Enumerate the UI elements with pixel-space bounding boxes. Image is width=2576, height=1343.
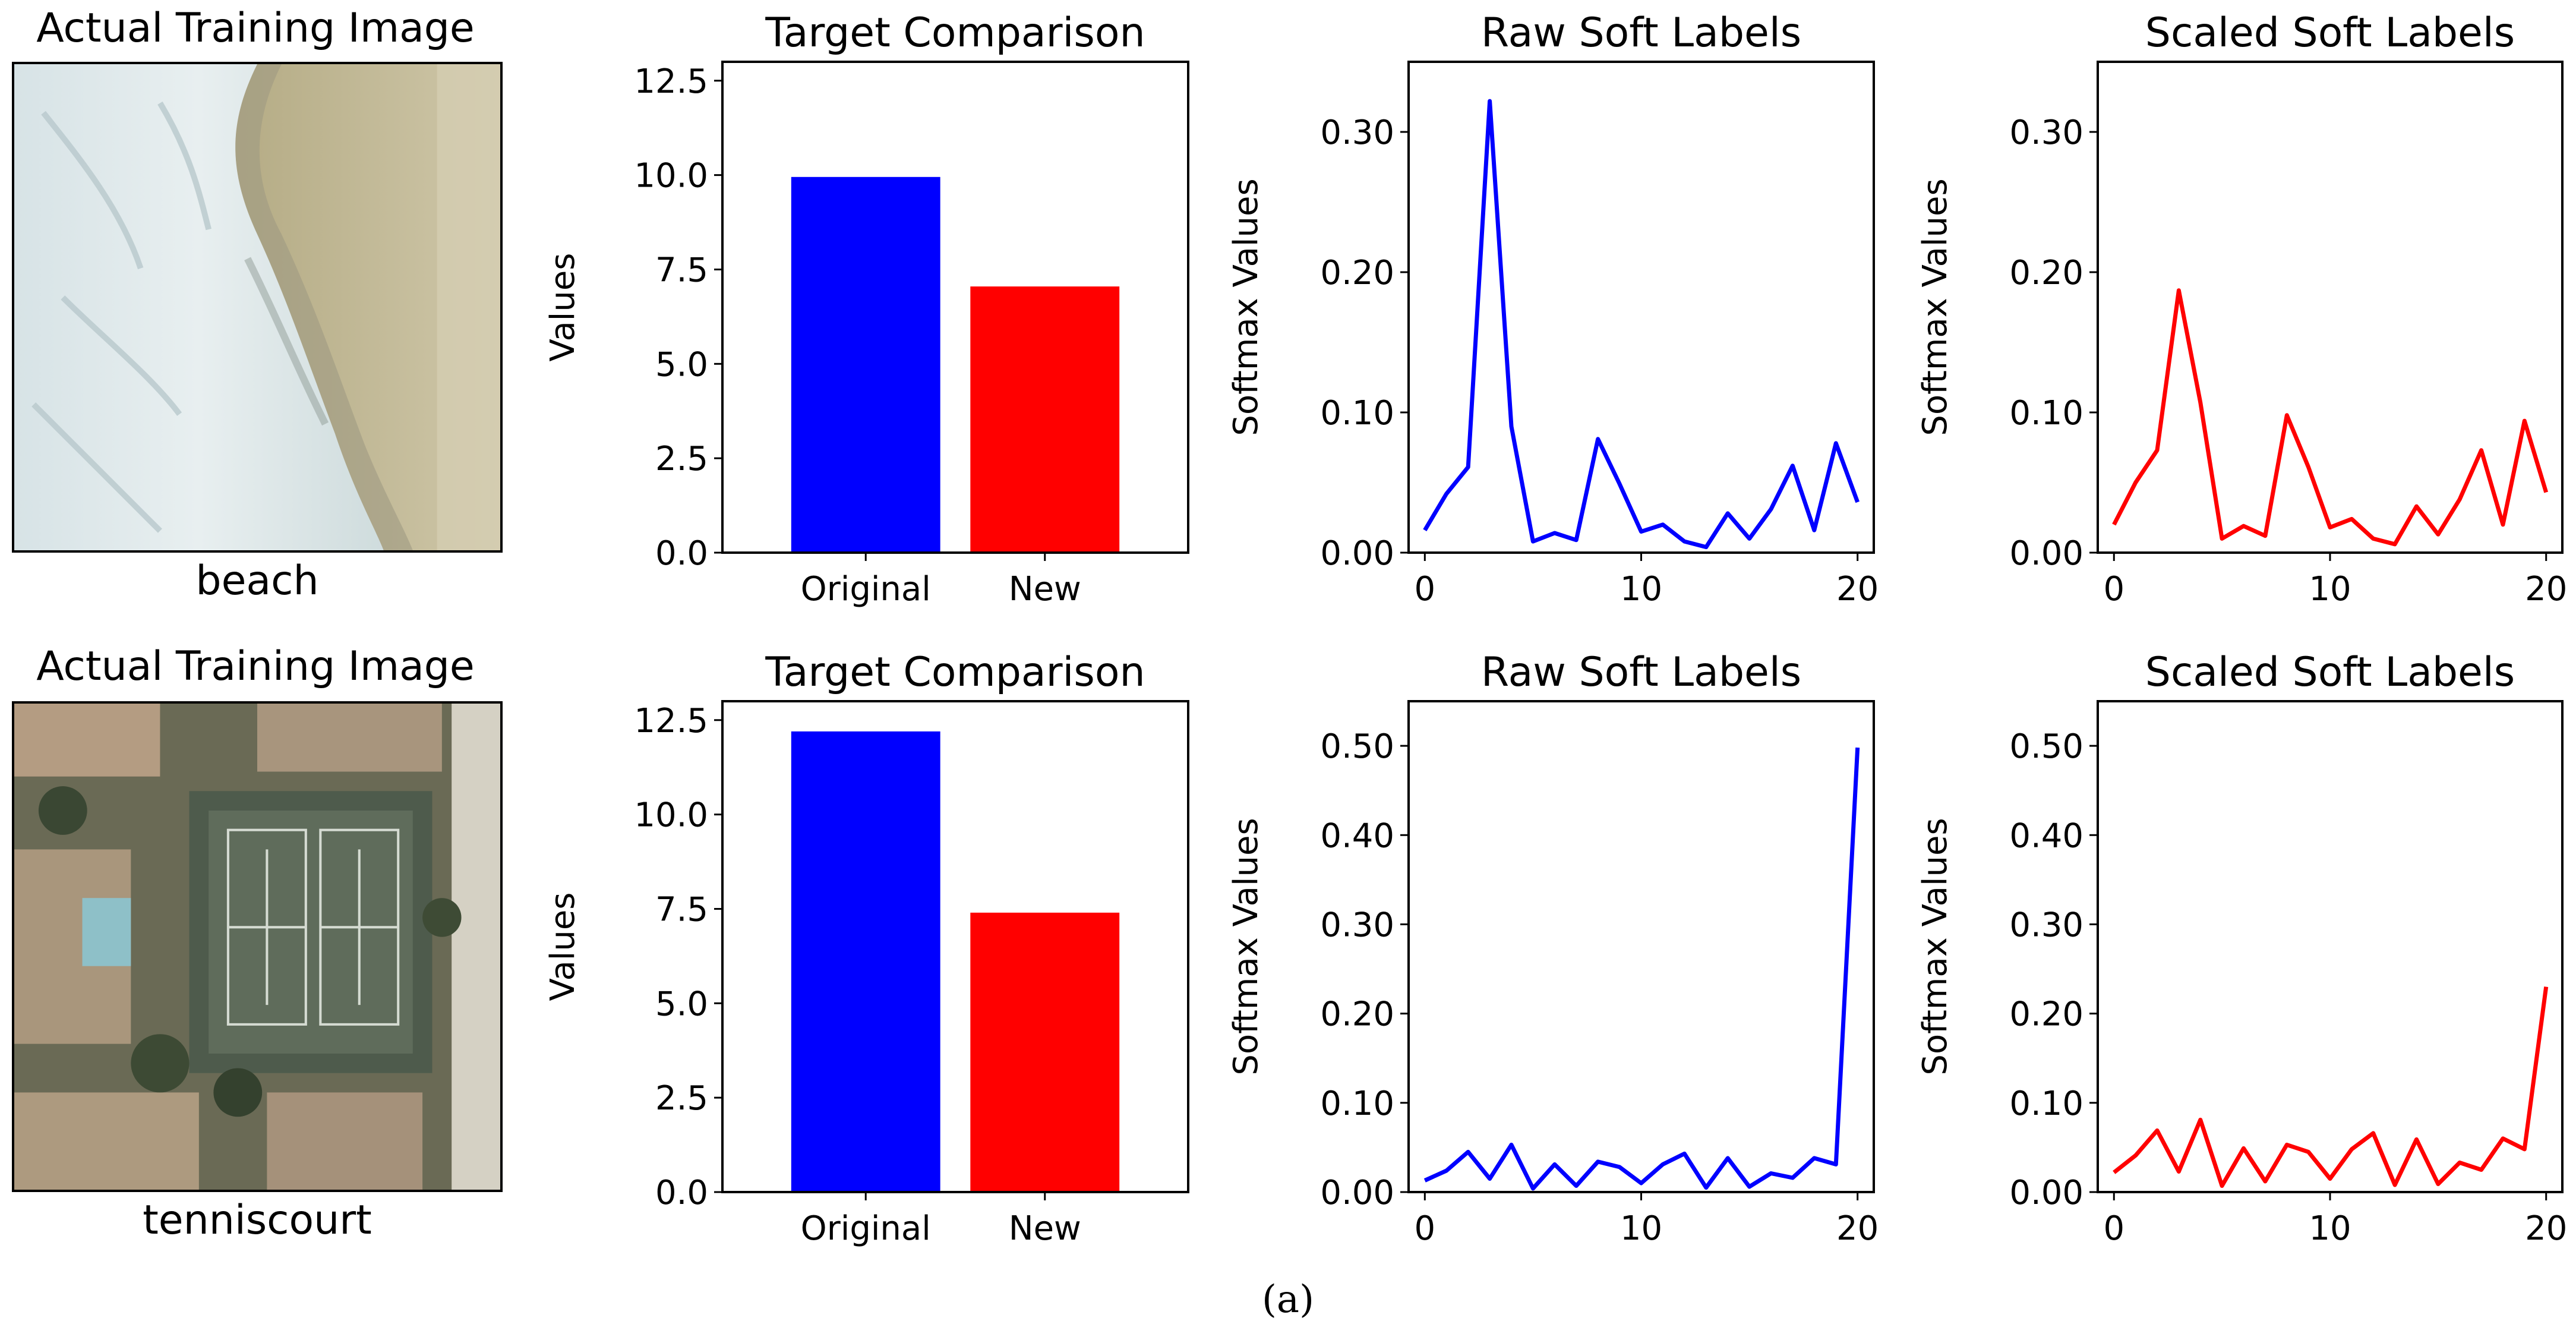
x-tick-label: 10 [1620,570,1662,609]
y-tick-label: 0.30 [1320,906,1394,944]
y-axis-label: Softmax Values [1916,178,1955,436]
y-tick-label: 10.0 [634,796,708,835]
y-tick-label: 7.5 [655,251,708,289]
chart-title: Scaled Soft Labels [2145,649,2515,696]
bar-new [970,912,1120,1192]
chart-1-bar: Target Comparison Values 0.0 2.5 5.0 7.5 10.0 1… [544,10,1189,609]
y-tick-label: 0.30 [2009,906,2083,944]
y-tick-label: 0.10 [2009,394,2083,433]
series-line-raw [1423,747,1860,1191]
y-tick-label: 0.20 [2009,254,2083,292]
y-tick-label: 0.10 [1320,394,1394,433]
tenniscourt-aerial-image [14,704,500,1190]
x-tick-label: 20 [2525,1209,2567,1248]
y-axis-label: Softmax Values [1227,818,1265,1075]
image-title-row-2: Actual Training Image [36,643,475,690]
bar-new [970,286,1120,553]
x-tick-label: New [1009,1209,1081,1248]
y-tick-label: 12.5 [634,702,708,740]
y-tick-label: 0.30 [1320,114,1394,152]
chart-2-scaled: Scaled Soft Labels Softmax Values 0.00 0.10… [1916,649,2567,1248]
x-tick-label: 10 [2309,570,2351,609]
axes-frame [2097,700,2564,1193]
x-tick-label: 0 [1414,1209,1435,1248]
chart-1-raw: Raw Soft Labels Softmax Values 0.00 0.10 0.2… [1227,10,1879,609]
axes-frame [1407,700,1875,1193]
x-tick-label: 10 [1620,1209,1662,1248]
y-tick-label: 0.20 [2009,995,2083,1034]
x-tick-label: New [1009,570,1081,609]
x-tick-label: 20 [1836,570,1879,609]
x-tick-label: Original [801,1209,931,1248]
training-image-tenniscourt [12,701,503,1192]
y-tick-label: 2.5 [655,440,708,478]
y-tick-label: 0.50 [2009,727,2083,766]
y-tick-label: 0.20 [1320,995,1394,1034]
y-tick-label: 0.00 [2009,1174,2083,1212]
y-tick-label: 0.40 [1320,816,1394,855]
y-axis-label: Softmax Values [1916,818,1955,1075]
y-tick-label: 0.00 [2009,534,2083,573]
y-tick-label: 5.0 [655,985,708,1023]
chart-title: Raw Soft Labels [1481,10,1801,56]
y-tick-label: 10.0 [634,157,708,196]
axes-frame [721,700,1189,1193]
axes-frame [1407,61,1875,554]
chart-title: Target Comparison [765,10,1145,56]
x-tick-label: Original [801,570,931,609]
image-label-tenniscourt: tenniscourt [143,1197,372,1244]
y-tick-label: 2.5 [655,1079,708,1118]
chart-2-bar: Target Comparison Values 0.0 2.5 5.0 7.5 10.0 1… [544,649,1189,1248]
x-tick-label: 20 [2525,570,2567,609]
image-title-row-1: Actual Training Image [36,5,475,52]
axes-frame [2097,61,2564,554]
y-tick-label: 0.0 [655,1174,708,1212]
y-tick-label: 0.40 [2009,816,2083,855]
y-tick-label: 0.00 [1320,1174,1394,1212]
series-line-scaled [2112,288,2549,547]
y-axis-label: Values [544,253,582,362]
y-tick-label: 0.30 [2009,114,2083,152]
bar-original [791,176,940,553]
x-tick-label: 0 [1414,570,1435,609]
y-tick-label: 5.0 [655,345,708,384]
y-tick-label: 0.10 [2009,1085,2083,1123]
y-tick-label: 0.0 [655,534,708,573]
bar-original [791,731,940,1192]
figure-caption: (a) [1261,1278,1315,1322]
x-tick-label: 0 [2103,570,2124,609]
y-axis-label: Values [544,893,582,1001]
training-image-beach [12,62,503,553]
chart-title: Scaled Soft Labels [2145,10,2515,56]
y-axis-label: Softmax Values [1227,178,1265,436]
x-tick-label: 20 [1836,1209,1879,1248]
y-tick-label: 0.10 [1320,1085,1394,1123]
image-label-beach: beach [195,557,319,604]
y-tick-label: 0.00 [1320,534,1394,573]
chart-1-scaled: Scaled Soft Labels Softmax Values 0.00 0.10… [1916,10,2567,609]
chart-title: Target Comparison [765,649,1145,696]
y-tick-label: 0.20 [1320,254,1394,292]
chart-title: Raw Soft Labels [1481,649,1801,696]
beach-aerial-image [14,64,500,550]
axes-frame [721,61,1189,554]
y-tick-label: 12.5 [634,62,708,101]
y-tick-label: 7.5 [655,890,708,929]
series-line-scaled [2113,986,2549,1188]
x-tick-label: 10 [2309,1209,2351,1248]
y-tick-label: 0.50 [1320,727,1394,766]
x-tick-label: 0 [2103,1209,2124,1248]
series-line-raw [1423,99,1860,550]
chart-2-raw: Raw Soft Labels Softmax Values 0.00 0.10 0.2… [1227,649,1879,1248]
